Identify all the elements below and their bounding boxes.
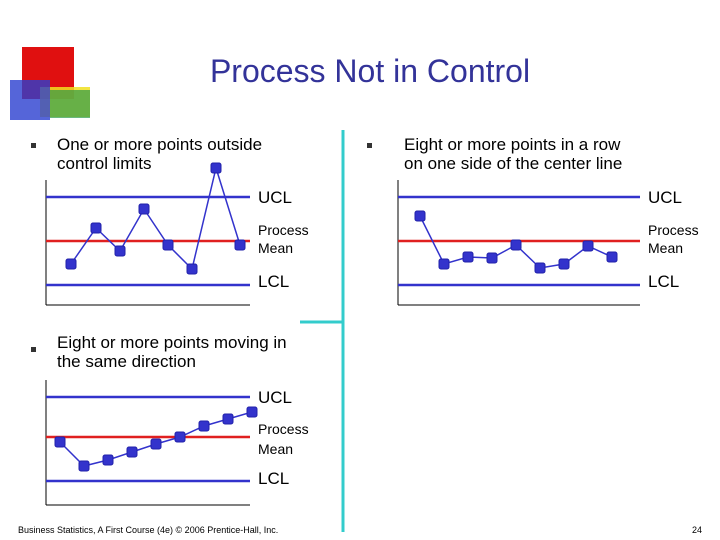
mean-label: Process (258, 421, 309, 437)
mean-label: Mean (258, 240, 293, 256)
bullet-text: Eight or more points in a row (404, 135, 621, 154)
bullet-text: Eight or more points moving in (57, 333, 287, 352)
bullet-text: One or more points outside (57, 135, 262, 154)
lcl-label: LCL (648, 272, 679, 291)
mean-label: Mean (258, 441, 293, 457)
decoration (10, 47, 90, 120)
mean-label: Process (258, 222, 309, 238)
bullet-marker (367, 143, 372, 148)
bullet-text: on one side of the center line (404, 154, 622, 173)
bullet-marker (31, 347, 36, 352)
lcl-label: LCL (258, 469, 289, 488)
footer-source: Business Statistics, A First Course (4e)… (18, 525, 278, 535)
bullet-text: the same direction (57, 352, 196, 371)
lcl-label: LCL (258, 272, 289, 291)
ucl-label: UCL (258, 388, 292, 407)
bullet-text: control limits (57, 154, 151, 173)
panel: Eight or more points moving in the same … (31, 333, 309, 506)
panel: Eight or more points in a row on one sid… (367, 135, 699, 306)
ucl-label: UCL (258, 188, 292, 207)
ucl-label: UCL (648, 188, 682, 207)
bullet-marker (31, 143, 36, 148)
page-number: 24 (692, 525, 702, 535)
mean-label: Process (648, 222, 699, 238)
title: Process Not in Control (210, 53, 530, 89)
mean-label: Mean (648, 240, 683, 256)
panel: One or more points outside control limit… (31, 135, 309, 306)
